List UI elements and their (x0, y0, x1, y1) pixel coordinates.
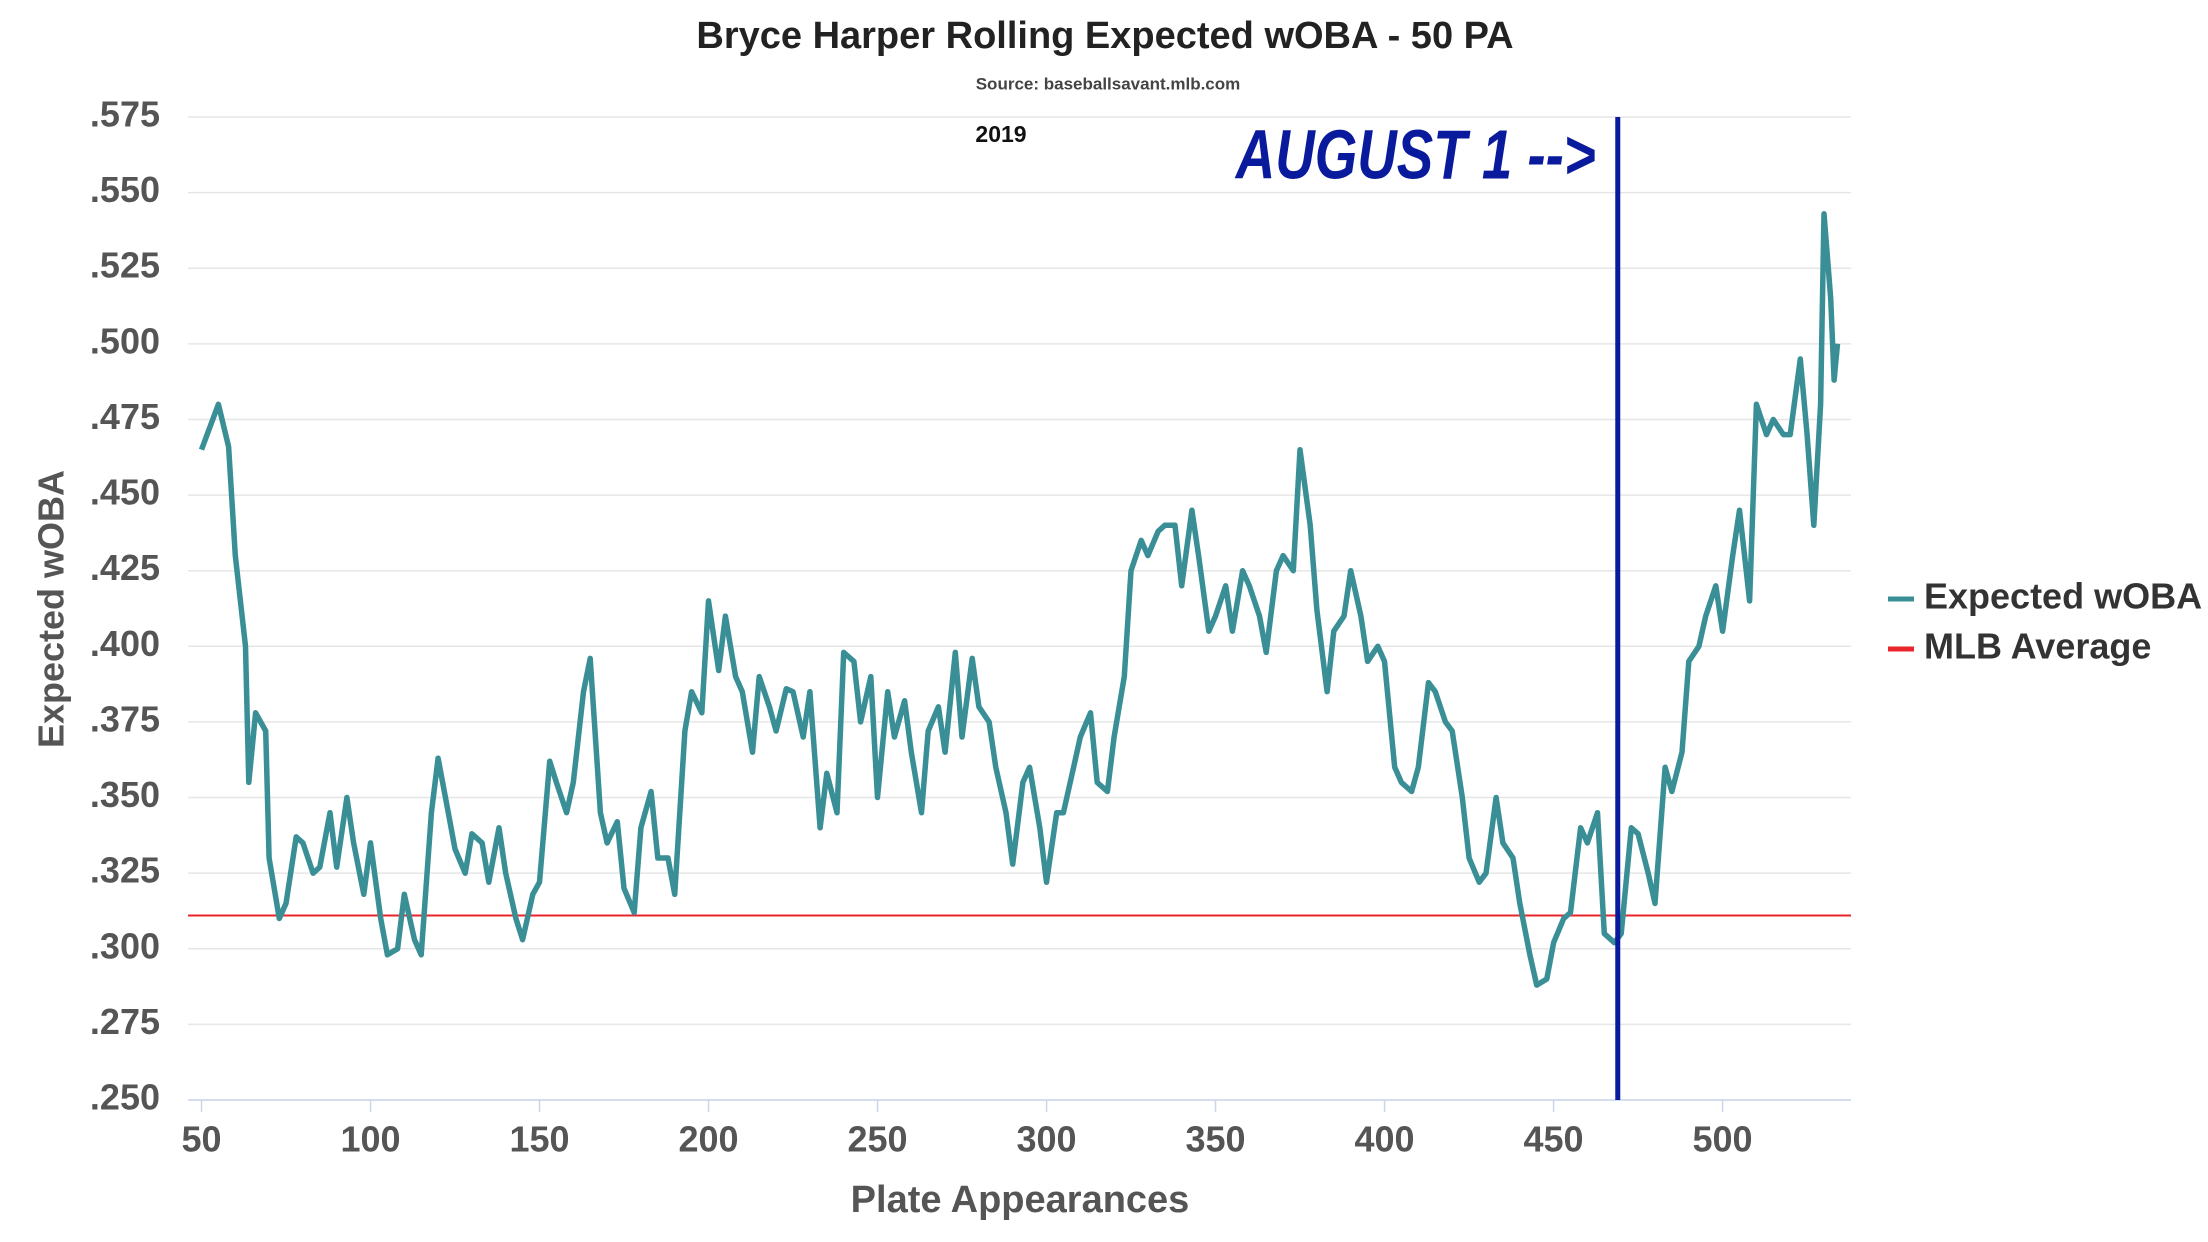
y-tick-label: .425 (90, 547, 160, 588)
y-tick-label: .575 (90, 94, 160, 135)
x-tick-label: 50 (181, 1119, 221, 1160)
x-tick-label: 100 (340, 1119, 400, 1160)
y-tick-label: .400 (90, 623, 160, 664)
y-tick-label: .375 (90, 698, 160, 739)
x-tick-label: 200 (678, 1119, 738, 1160)
x-axis-title: Plate Appearances (851, 1179, 1190, 1221)
y-tick-label: .350 (90, 774, 160, 815)
y-tick-label: .550 (90, 169, 160, 210)
y-tick-label: .275 (90, 1001, 160, 1042)
x-tick-label: 150 (509, 1119, 569, 1160)
x-tick-label: 350 (1186, 1119, 1246, 1160)
y-tick-label: .300 (90, 925, 160, 966)
x-tick-label: 400 (1355, 1119, 1415, 1160)
chart-title: Bryce Harper Rolling Expected wOBA - 50 … (696, 15, 1513, 57)
data-line (198, 211, 1841, 988)
y-tick-label: .500 (90, 320, 160, 361)
x-tick-label: 500 (1693, 1119, 1753, 1160)
y-tick-label: .250 (90, 1077, 160, 1118)
august-1-label: AUGUST 1 --> (1234, 115, 1596, 193)
x-tick-label: 250 (847, 1119, 907, 1160)
y-tick-label: .450 (90, 472, 160, 513)
y-tick-label: .475 (90, 396, 160, 437)
y-tick-label: .325 (90, 850, 160, 891)
y-tick-label: .525 (90, 245, 160, 286)
x-tick-label: 300 (1017, 1119, 1077, 1160)
legend-label: Expected wOBA (1924, 576, 2202, 617)
year-note: 2019 (975, 121, 1026, 147)
chart-subtitle: Source: baseballsavant.mlb.com (976, 74, 1241, 93)
legend-label: MLB Average (1924, 626, 2151, 667)
y-axis-title: Expected wOBA (31, 470, 72, 748)
x-tick-label: 450 (1524, 1119, 1584, 1160)
